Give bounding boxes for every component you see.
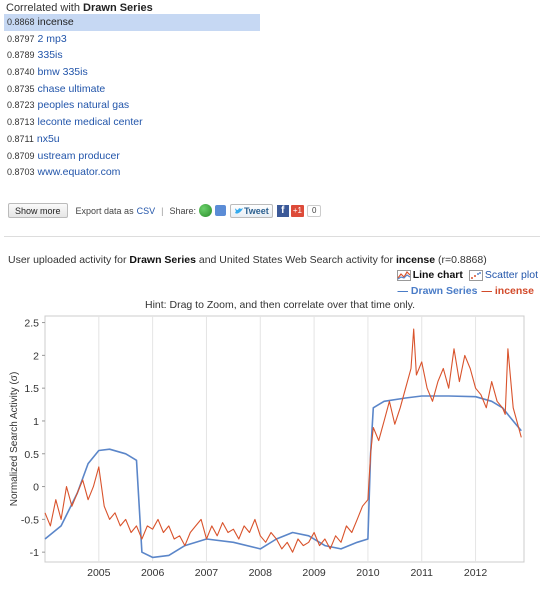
correlation-item[interactable]: 0.8740 bmw 335is xyxy=(4,64,260,81)
summary-term: incense xyxy=(395,254,436,266)
summary-series: Drawn Series xyxy=(129,254,196,266)
correlation-term[interactable]: incense xyxy=(37,16,74,28)
summary-text-1: User uploaded activity for xyxy=(8,254,130,266)
correlation-score: 0.8723 xyxy=(7,100,35,111)
header-prefix: Correlated with xyxy=(6,2,80,14)
x-tick-label: 2008 xyxy=(249,567,273,579)
x-tick-label: 2012 xyxy=(464,567,488,579)
correlation-term[interactable]: nx5u xyxy=(36,132,60,145)
tweet-label: Tweet xyxy=(243,205,269,216)
correlation-score: 0.8789 xyxy=(7,50,35,61)
scatter-plot-icon xyxy=(468,269,483,281)
series-line-incense xyxy=(44,328,522,553)
export-label: Export data as xyxy=(75,205,134,216)
x-tick-label: 2006 xyxy=(141,567,165,579)
correlation-list: 0.8868 incense 0.8797 2 mp3 0.8789 335is 0.874… xyxy=(4,14,260,181)
export-csv-link[interactable]: CSV xyxy=(136,205,156,216)
line-chart-option[interactable]: Line chart xyxy=(396,269,463,281)
correlation-score: 0.8735 xyxy=(7,83,35,94)
share-buzz-icon[interactable] xyxy=(214,205,226,216)
y-tick-label: 0.5 xyxy=(24,449,39,461)
action-bar: Show more Export data as CSV | Share: Tw… xyxy=(8,203,322,218)
scatter-plot-option[interactable]: Scatter plot xyxy=(468,269,538,281)
x-tick-label: 2011 xyxy=(410,567,433,579)
header-series: Drawn Series xyxy=(83,2,153,14)
twitter-bird-icon xyxy=(234,207,243,214)
share-label: Share: xyxy=(169,205,196,216)
correlation-item[interactable]: 0.8735 chase ultimate xyxy=(4,81,260,98)
line-chart[interactable]: 2005 2006 2007 2008 2009 2010 2011 2012 -1 -0.5 0 0… xyxy=(0,310,544,590)
y-tick-label: 2 xyxy=(33,350,39,362)
y-tick-label: 1 xyxy=(33,416,39,428)
correlation-term[interactable]: 2 mp3 xyxy=(37,32,67,45)
show-more-button[interactable]: Show more xyxy=(8,203,68,218)
correlation-item[interactable]: 0.8703 www.equator.com xyxy=(4,164,260,181)
correlation-term[interactable]: chase ultimate xyxy=(37,82,106,95)
x-tick-label: 2009 xyxy=(302,567,326,579)
section-divider xyxy=(4,236,540,237)
correlation-term[interactable]: bmw 335is xyxy=(37,66,88,79)
y-axis-label: Normalized Search Activity (σ) xyxy=(9,372,20,507)
summary-r-value: (r=0.8868) xyxy=(435,254,487,266)
correlation-term[interactable]: ustream producer xyxy=(37,149,120,162)
separator: | xyxy=(161,205,164,216)
correlation-score: 0.8740 xyxy=(7,67,35,78)
scatter-plot-label: Scatter plot xyxy=(484,269,538,281)
line-chart-icon xyxy=(396,269,411,281)
zoom-hint: Hint: Drag to Zoom, and then correlate o… xyxy=(145,299,416,311)
y-tick-label: -0.5 xyxy=(21,514,39,526)
activity-summary: User uploaded activity for Drawn Series … xyxy=(8,254,487,266)
correlation-item[interactable]: 0.8789 335is xyxy=(4,47,260,64)
y-tick-label: 0 xyxy=(33,482,39,494)
y-tick-label: -1 xyxy=(30,547,39,559)
facebook-icon[interactable]: f xyxy=(276,204,289,217)
tweet-button[interactable]: Tweet xyxy=(229,203,273,218)
correlated-header: Correlated with Drawn Series xyxy=(6,2,153,14)
correlation-item[interactable]: 0.8709 ustream producer xyxy=(4,148,260,165)
summary-text-2: and United States Web Search activity fo… xyxy=(195,254,396,266)
correlation-term[interactable]: peoples natural gas xyxy=(37,99,130,112)
correlation-score: 0.8711 xyxy=(7,133,34,144)
series-line-drawn-series xyxy=(44,395,522,559)
correlation-score: 0.8709 xyxy=(7,150,35,161)
y-tick-label: 2.5 xyxy=(24,318,39,330)
correlation-score: 0.8703 xyxy=(7,167,35,178)
plot-area xyxy=(44,315,525,563)
legend-incense: — incense xyxy=(481,285,534,297)
line-chart-label: Line chart xyxy=(412,269,463,281)
google-plus-button[interactable]: +1 xyxy=(290,204,304,217)
correlation-item[interactable]: 0.8711 nx5u xyxy=(4,131,260,148)
correlation-score: 0.8868 xyxy=(7,17,35,27)
share-globe-icon[interactable] xyxy=(198,204,212,217)
correlation-score: 0.8713 xyxy=(7,117,35,128)
legend-drawn-series: — Drawn Series xyxy=(397,285,478,297)
correlation-item[interactable]: 0.8868 incense xyxy=(4,14,260,31)
plus-one-count: 0 xyxy=(306,204,322,217)
correlation-item[interactable]: 0.8723 peoples natural gas xyxy=(4,97,260,114)
correlation-score: 0.8797 xyxy=(7,33,35,44)
x-tick-label: 2007 xyxy=(195,567,219,579)
y-tick-label: 1.5 xyxy=(24,383,39,395)
x-tick-label: 2005 xyxy=(87,567,111,579)
chart-type-switch: Line chart Scatter plot xyxy=(396,269,538,281)
correlation-term[interactable]: 335is xyxy=(37,49,63,62)
correlation-term[interactable]: leconte medical center xyxy=(37,116,143,129)
correlation-item[interactable]: 0.8713 leconte medical center xyxy=(4,114,260,131)
chart-legend: — Drawn Series — incense xyxy=(398,285,534,297)
correlation-item[interactable]: 0.8797 2 mp3 xyxy=(4,31,260,48)
x-tick-label: 2010 xyxy=(356,567,380,579)
correlation-term[interactable]: www.equator.com xyxy=(37,166,121,179)
